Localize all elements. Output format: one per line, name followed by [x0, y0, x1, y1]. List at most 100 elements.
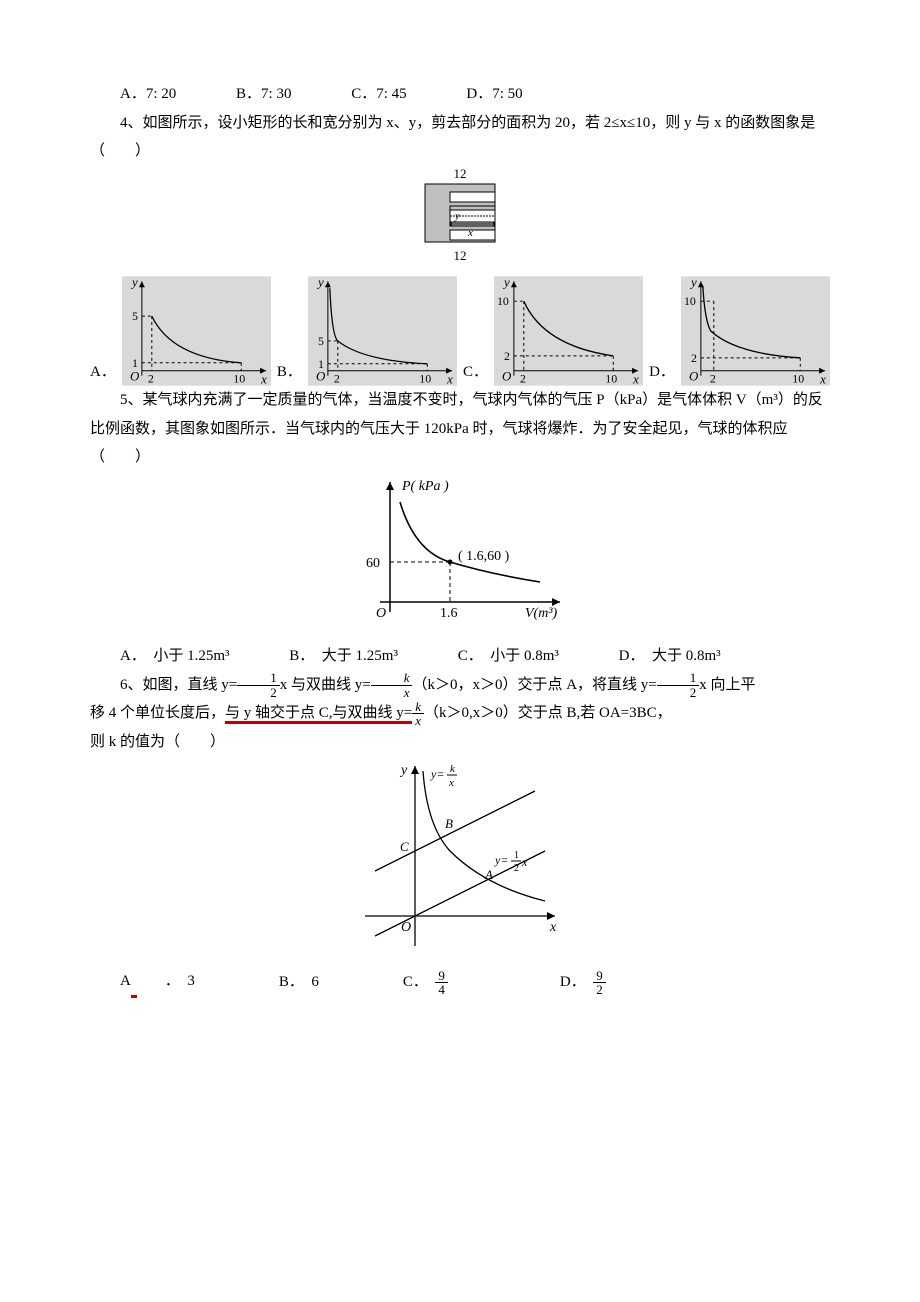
- svg-text:2: 2: [148, 372, 154, 386]
- q6-opt-C-frac: 94: [435, 969, 476, 997]
- frac-kx-2: kx: [412, 700, 424, 728]
- svg-text:k: k: [450, 763, 456, 775]
- choice-D-graph: y x O 10 2 2 10: [681, 276, 830, 386]
- svg-text:x: x: [521, 855, 528, 869]
- svg-text:10: 10: [684, 294, 696, 308]
- frac-kx-1: kx: [371, 671, 413, 699]
- svg-text:y: y: [130, 276, 138, 289]
- q3-options: A．7: 20 B．7: 30 C．7: 45 D．7: 50: [90, 80, 830, 109]
- q6-opt-C: C． 94: [403, 968, 504, 997]
- opt-D: D．7: 50: [466, 86, 550, 102]
- svg-text:x: x: [448, 777, 454, 789]
- q6-line3: 则 k 的值为（ ）: [90, 728, 830, 757]
- label-x: x: [467, 227, 473, 239]
- v-label: V(m³): [525, 606, 558, 621]
- opt-B-text: 7: 30: [261, 86, 291, 102]
- svg-text:10: 10: [419, 372, 431, 386]
- svg-text:B: B: [445, 816, 453, 831]
- q6-l2-2: （k＞0,x＞0）交于点 B,若 OA=3BC，: [424, 705, 672, 721]
- svg-text:O: O: [502, 369, 512, 384]
- q6-l2-0: 移 4 个单位长度后，: [90, 705, 225, 721]
- origin-label: O: [376, 606, 386, 621]
- svg-text:A: A: [484, 867, 493, 882]
- q5-opt-D-text: 大于 0.8m³: [652, 648, 721, 664]
- q5-opt-C-text: 小于 0.8m³: [490, 648, 559, 664]
- q5-opt-A-text: 小于 1.25m³: [153, 648, 229, 664]
- q6-t1: x 与双曲线 y=: [280, 677, 371, 693]
- opt-C: C．7: 45: [351, 86, 434, 102]
- svg-text:y=: y=: [430, 767, 444, 781]
- opt-D-text: 7: 50: [492, 86, 522, 102]
- svg-text:y: y: [689, 276, 697, 289]
- svg-text:10: 10: [605, 372, 617, 386]
- svg-text:2: 2: [691, 351, 697, 365]
- svg-text:5: 5: [318, 334, 324, 348]
- svg-text:5: 5: [132, 309, 138, 323]
- svg-text:2: 2: [710, 372, 716, 386]
- q4-text: 4、如图所示，设小矩形的长和宽分别为 x、y，剪去部分的面积为 20，若 2≤x…: [90, 109, 830, 166]
- svg-text:x: x: [549, 920, 557, 935]
- q4-choices-row: A． y x O 5 1 2 10 B． y x O 5 1 2 10 C．: [90, 276, 830, 386]
- svg-text:1: 1: [514, 850, 519, 861]
- svg-text:10: 10: [497, 294, 509, 308]
- q6-opt-D-frac: 92: [593, 969, 634, 997]
- opt-A-text: 7: 20: [146, 86, 176, 102]
- p-label: P( kPa ): [401, 479, 449, 494]
- label-12-top: 12: [454, 166, 467, 181]
- xtick-1.6: 1.6: [440, 606, 458, 621]
- svg-text:y: y: [502, 276, 510, 289]
- svg-text:x: x: [260, 372, 267, 386]
- opt-B: B．7: 30: [236, 86, 319, 102]
- q6-t0: 6、如图，直线 y=: [120, 677, 237, 693]
- svg-text:2: 2: [504, 349, 510, 363]
- choice-B-graph: y x O 5 1 2 10: [308, 276, 457, 386]
- q5-opt-C: C． 小于 0.8m³: [458, 648, 587, 664]
- label-12-bottom: 12: [454, 248, 467, 263]
- q6-t2: （k＞0，x＞0）交于点 A，将直线 y=: [412, 677, 656, 693]
- point-label: ( 1.6,60 ): [458, 549, 510, 564]
- svg-text:x: x: [819, 372, 826, 386]
- q5-text: 5、某气球内充满了一定质量的气体，当温度不变时，气球内气体的气压 P（kPa）是…: [90, 386, 830, 472]
- svg-text:1: 1: [318, 357, 324, 371]
- q5-opt-A: A． 小于 1.25m³: [120, 648, 258, 664]
- choice-C-label: C．: [463, 358, 488, 387]
- q6-opt-B-text: 6: [311, 974, 319, 990]
- svg-text:2: 2: [520, 372, 526, 386]
- svg-text:x: x: [446, 372, 453, 386]
- opt-A: A．7: 20: [120, 86, 204, 102]
- choice-A-graph: y x O 5 1 2 10: [122, 276, 271, 386]
- svg-text:O: O: [689, 369, 699, 384]
- q6-opt-A-text: 3: [187, 973, 195, 989]
- q6-graph: y x O A B C y=kx y=12x: [90, 756, 830, 967]
- q6-line1: 6、如图，直线 y=12x 与双曲线 y=kx（k＞0，x＞0）交于点 A，将直…: [90, 671, 830, 700]
- svg-text:1: 1: [132, 356, 138, 370]
- svg-text:2: 2: [514, 863, 519, 874]
- svg-text:y=: y=: [494, 853, 508, 867]
- q5-opt-D: D． 大于 0.8m³: [619, 648, 749, 664]
- q6-t3: x 向上平: [699, 677, 755, 693]
- svg-text:10: 10: [233, 372, 245, 386]
- frac-half-2: 12: [657, 671, 700, 699]
- q4-top-figure: 12 y x 12: [90, 166, 830, 277]
- frac-half-1: 12: [237, 671, 280, 699]
- choice-B-label: B．: [277, 358, 302, 387]
- q5-options: A． 小于 1.25m³ B． 大于 1.25m³ C． 小于 0.8m³ D．…: [90, 642, 830, 671]
- svg-text:y: y: [399, 763, 408, 778]
- choice-C-graph: y x O 10 2 2 10: [494, 276, 643, 386]
- ytick-60: 60: [366, 556, 380, 571]
- svg-text:2: 2: [334, 372, 340, 386]
- q6-line2: 移 4 个单位长度后，与 y 轴交于点 C,与双曲线 y=kx（k＞0,x＞0）…: [90, 699, 830, 728]
- red-underline: 与 y 轴交于点 C,与双曲线 y=: [225, 705, 412, 724]
- q6-opt-B: B． 6: [279, 968, 347, 997]
- svg-text:O: O: [316, 369, 326, 384]
- q6-opt-D: D． 92: [560, 968, 662, 997]
- q6-options: A ． 3 B． 6 C． 94 D． 92: [90, 967, 830, 999]
- q5-opt-B-text: 大于 1.25m³: [322, 648, 398, 664]
- svg-text:O: O: [130, 369, 140, 384]
- svg-text:C: C: [400, 839, 409, 854]
- svg-text:10: 10: [792, 372, 804, 386]
- q6-opt-A: A ． 3: [120, 967, 223, 999]
- svg-text:x: x: [632, 372, 639, 386]
- svg-text:y: y: [316, 276, 324, 289]
- q5-opt-B: B． 大于 1.25m³: [289, 648, 426, 664]
